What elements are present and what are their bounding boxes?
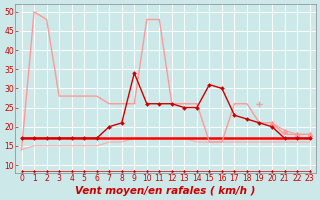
- X-axis label: Vent moyen/en rafales ( km/h ): Vent moyen/en rafales ( km/h ): [76, 186, 256, 196]
